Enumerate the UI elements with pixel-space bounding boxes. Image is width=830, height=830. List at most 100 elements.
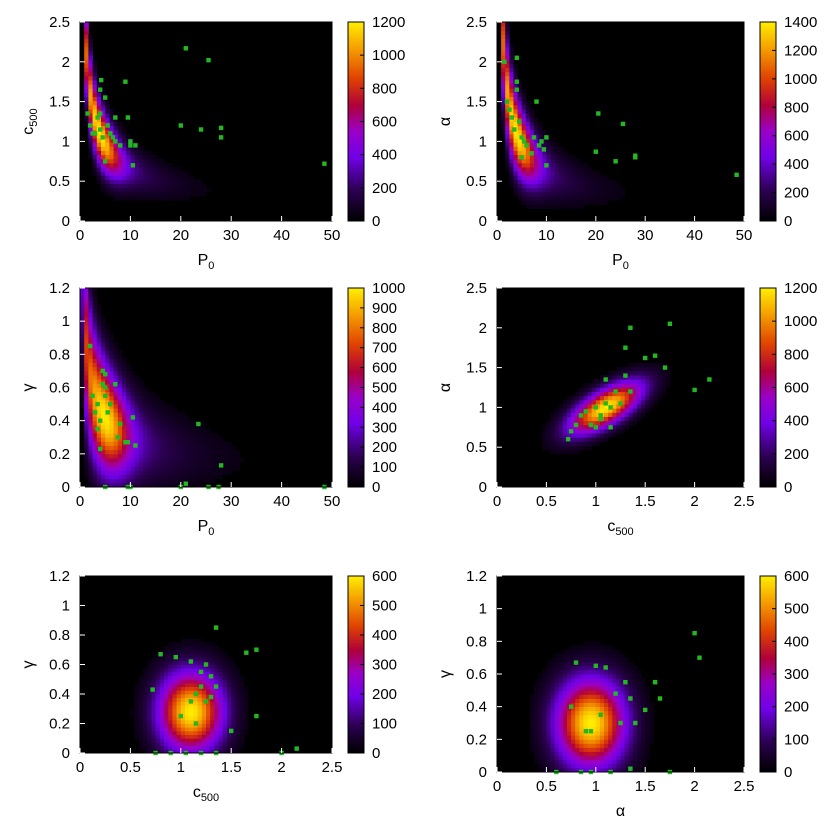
heatmap-cell bbox=[138, 416, 144, 422]
heatmap-cell bbox=[624, 690, 630, 695]
heatmap-cell bbox=[176, 196, 182, 201]
heatmap-cell bbox=[147, 694, 152, 699]
data-point bbox=[514, 55, 519, 60]
heatmap-cell bbox=[164, 470, 169, 475]
heatmap-cell bbox=[126, 433, 131, 438]
heatmap-cell bbox=[130, 462, 135, 467]
heatmap-cell bbox=[554, 146, 560, 151]
heatmap-cell bbox=[155, 749, 161, 754]
heatmap-cell bbox=[155, 162, 161, 168]
heatmap-cell bbox=[546, 714, 551, 720]
heatmap-cell bbox=[80, 346, 85, 351]
heatmap-cell bbox=[534, 727, 539, 732]
heatmap-cell bbox=[542, 200, 547, 205]
heatmap-cell bbox=[579, 441, 584, 446]
heatmap-cell bbox=[155, 716, 161, 721]
heatmap-cell bbox=[641, 370, 646, 376]
heatmap-cell bbox=[138, 433, 144, 438]
colorbar-tick-label: 1000 bbox=[372, 47, 405, 64]
heatmap-cell bbox=[96, 370, 102, 376]
heatmap-cell bbox=[96, 333, 102, 339]
heatmap-cell bbox=[214, 649, 219, 654]
heatmap-cell bbox=[172, 466, 177, 471]
heatmap-cell bbox=[206, 441, 211, 446]
heatmap-cell bbox=[595, 649, 601, 654]
heatmap-cell bbox=[222, 716, 228, 721]
heatmap-cell bbox=[612, 747, 617, 752]
heatmap-cell bbox=[595, 420, 601, 426]
heatmap-cell bbox=[641, 391, 646, 397]
heatmap-cell bbox=[134, 167, 140, 172]
data-point bbox=[692, 387, 697, 393]
heatmap-cell bbox=[587, 739, 593, 744]
heatmap-cell bbox=[185, 694, 190, 699]
heatmap-cell bbox=[665, 383, 671, 388]
heatmap-cell bbox=[126, 366, 131, 372]
heatmap-cell bbox=[155, 171, 161, 176]
heatmap-cell bbox=[113, 187, 119, 193]
heatmap-cell bbox=[168, 191, 173, 197]
heatmap-cell bbox=[206, 727, 211, 732]
heatmap-cell bbox=[542, 196, 547, 201]
heatmap-cell bbox=[558, 698, 564, 703]
heatmap-cell bbox=[134, 158, 140, 164]
heatmap-cell bbox=[164, 466, 169, 471]
heatmap-cell bbox=[538, 723, 543, 728]
heatmap-cell bbox=[84, 362, 89, 368]
heatmap-cell bbox=[201, 457, 207, 463]
heatmap-cell bbox=[206, 741, 211, 747]
heatmap-cell bbox=[168, 441, 173, 446]
heatmap-cell bbox=[546, 767, 551, 773]
heatmap-cell bbox=[571, 204, 576, 209]
heatmap-cell bbox=[109, 420, 114, 426]
heatmap-cell bbox=[218, 445, 224, 451]
heatmap-cell bbox=[231, 697, 236, 702]
heatmap-cell bbox=[206, 690, 211, 695]
heatmap-cell bbox=[180, 668, 186, 673]
heatmap-cell bbox=[218, 675, 224, 680]
heatmap-cell bbox=[101, 317, 106, 322]
data-point bbox=[568, 429, 574, 434]
colorbar-tick-label: 400 bbox=[372, 627, 397, 644]
heatmap-cell bbox=[550, 723, 556, 728]
heatmap-cell bbox=[218, 470, 224, 475]
heatmap-cell bbox=[591, 171, 597, 176]
heatmap-cell bbox=[176, 191, 182, 197]
heatmap-cell bbox=[571, 412, 576, 417]
heatmap-cell bbox=[151, 466, 156, 471]
heatmap-cell bbox=[113, 121, 119, 127]
heatmap-cell bbox=[159, 191, 165, 197]
heatmap-cell bbox=[579, 420, 584, 426]
heatmap-cell bbox=[143, 675, 148, 680]
heatmap-cell bbox=[620, 755, 626, 761]
heatmap-cell bbox=[583, 387, 588, 393]
heatmap-cell bbox=[126, 183, 131, 189]
heatmap-cell bbox=[513, 104, 518, 110]
heatmap-cell bbox=[583, 669, 588, 675]
data-point bbox=[193, 721, 199, 726]
heatmap-cell bbox=[168, 171, 173, 176]
heatmap-cell bbox=[155, 679, 161, 684]
heatmap-cell bbox=[109, 158, 114, 164]
x-tick-label: 0 bbox=[493, 493, 501, 510]
heatmap-cell bbox=[218, 682, 224, 688]
heatmap-cell bbox=[566, 767, 572, 773]
heatmap-cell bbox=[210, 466, 215, 471]
heatmap-cell bbox=[525, 158, 531, 164]
heatmap-cell bbox=[130, 466, 135, 471]
heatmap-cell bbox=[579, 391, 584, 397]
heatmap-cell bbox=[122, 362, 127, 368]
heatmap-cell bbox=[566, 669, 572, 675]
heatmap-cell bbox=[126, 420, 131, 426]
heatmap-cell bbox=[96, 158, 102, 164]
heatmap-cell bbox=[214, 719, 219, 724]
heatmap-cell bbox=[636, 375, 642, 380]
heatmap-cell bbox=[155, 404, 161, 409]
heatmap-cell bbox=[579, 747, 584, 752]
heatmap-cell bbox=[579, 191, 584, 197]
heatmap-cell bbox=[645, 690, 650, 695]
heatmap-cell bbox=[562, 204, 568, 209]
heatmap-cell bbox=[105, 420, 110, 426]
heatmap-cell bbox=[134, 179, 140, 185]
heatmap-cell bbox=[612, 420, 617, 426]
